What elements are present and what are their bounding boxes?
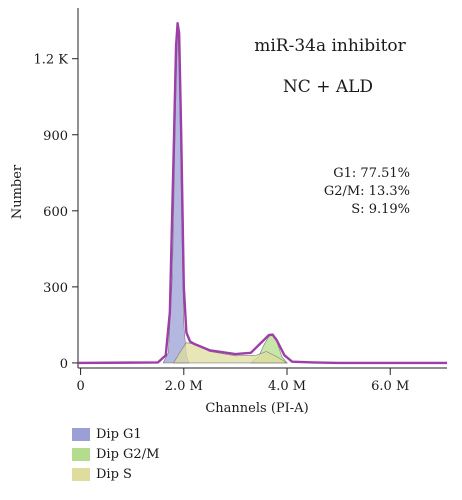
- legend-item-s: Dip S: [72, 464, 159, 484]
- legend: Dip G1 Dip G2/M Dip S: [72, 424, 159, 484]
- histogram-chart: 0 300 600 900 1.2 K 0 2.0 M 4.0 M 6.0 M miR-34a …: [10, 8, 447, 416]
- stat-g2m: G2/M: 13.3%: [324, 184, 410, 199]
- x-tick-label: 4.0 M: [268, 379, 306, 394]
- legend-item-g2m: Dip G2/M: [72, 444, 159, 464]
- plot-area: 0 300 600 900 1.2 K 0 2.0 M 4.0 M 6.0 M: [33, 8, 447, 394]
- y-tick-label: 1.2 K: [33, 53, 68, 68]
- x-tick-label: 2.0 M: [165, 379, 203, 394]
- y-tick-label: 300: [43, 281, 68, 296]
- legend-label-s: Dip S: [96, 466, 132, 482]
- chart-title: miR-34a inhibitor: [254, 36, 406, 56]
- x-tick-label: 0: [76, 379, 84, 394]
- legend-swatch-s: [72, 467, 90, 481]
- chart-subtitle: NC + ALD: [283, 77, 373, 97]
- y-tick-label: 900: [43, 129, 68, 144]
- legend-swatch-g1: [72, 427, 90, 441]
- y-tick-label: 0: [60, 357, 68, 372]
- legend-swatch-g2m: [72, 447, 90, 461]
- y-tick-label: 600: [43, 205, 68, 220]
- series-line-histogram: [77, 22, 447, 365]
- stat-g1: G1: 77.51%: [333, 166, 410, 181]
- y-axis-label: Number: [10, 164, 25, 219]
- x-tick-label: 6.0 M: [371, 379, 409, 394]
- stat-s: S: 9.19%: [351, 202, 410, 217]
- x-axis-label: Channels (PI-A): [205, 401, 308, 416]
- legend-item-g1: Dip G1: [72, 424, 159, 444]
- legend-label-g1: Dip G1: [96, 426, 142, 442]
- legend-label-g2m: Dip G2/M: [96, 446, 160, 462]
